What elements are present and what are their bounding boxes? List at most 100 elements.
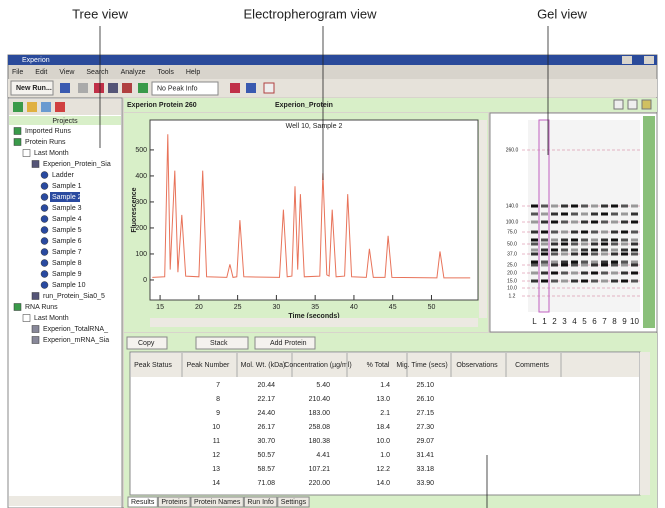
scrollbar[interactable] (640, 352, 650, 495)
y-tick-label: 400 (135, 173, 147, 180)
gel-band (561, 220, 568, 224)
tree-item[interactable]: Last Month (34, 150, 69, 157)
tree-item[interactable]: Sample 9 (52, 271, 82, 278)
column-header[interactable]: Mig. Time (secs) (396, 362, 447, 369)
toolbar-icon[interactable] (13, 102, 23, 112)
tree-item[interactable]: Experion_TotalRNA_ (43, 326, 108, 333)
tab[interactable] (243, 496, 278, 508)
table-cell: 210.40 (309, 396, 331, 403)
gel-band (601, 242, 608, 246)
gel-band (621, 271, 628, 275)
button-label: Add Protein (270, 340, 307, 347)
toolbar-icon[interactable] (263, 82, 275, 94)
toolbar-icon[interactable] (55, 102, 65, 112)
table-cell: 2.1 (380, 410, 390, 417)
maximize-button[interactable] (622, 56, 632, 64)
scrollbar[interactable] (479, 120, 487, 318)
tab[interactable] (277, 496, 310, 508)
gel-band (551, 263, 558, 267)
gel-band (601, 271, 608, 275)
scrollbar[interactable] (150, 318, 478, 327)
tree-item[interactable]: Sample 2 (52, 194, 82, 201)
tree-item[interactable]: Imported Runs (25, 128, 71, 135)
toolbar-icon[interactable] (94, 83, 104, 93)
gel-band (631, 220, 638, 224)
tab-label: Results (131, 499, 155, 506)
gel-band (591, 238, 598, 242)
gel-band (551, 242, 558, 246)
tree-header (9, 116, 121, 125)
view-button[interactable] (613, 99, 624, 110)
tree-item[interactable]: Sample 3 (52, 205, 82, 212)
toolbar-icon[interactable] (122, 83, 132, 93)
gel-marker-label: 140.0 (506, 203, 519, 209)
copy-button[interactable] (126, 336, 168, 350)
add-protein-button[interactable] (254, 336, 316, 350)
tree-item[interactable]: Sample 6 (52, 238, 82, 245)
table-cell: 13.0 (376, 396, 390, 403)
toolbar-icon[interactable] (246, 83, 256, 93)
tree-item[interactable]: Sample 7 (52, 249, 82, 256)
view-button[interactable] (641, 99, 652, 110)
gel-band (601, 212, 608, 216)
gel-band (571, 263, 578, 267)
gel-band (621, 212, 628, 216)
tree-item[interactable]: Sample 4 (52, 216, 82, 223)
tree-item[interactable]: Last Month (34, 315, 69, 322)
peak-info-dropdown[interactable] (151, 81, 219, 96)
menu-item[interactable]: Search (86, 69, 108, 76)
new-run-button[interactable] (10, 80, 54, 96)
gel-band (591, 230, 598, 234)
column-header[interactable]: Mol. Wt. (kDa) (241, 362, 286, 369)
y-axis-label: Fluorescence (131, 187, 138, 232)
toolbar-icon[interactable] (138, 83, 148, 93)
column-header[interactable]: Peak Status (134, 362, 172, 369)
table-cell: 22.17 (257, 396, 275, 403)
tree-item[interactable]: Sample 1 (52, 183, 82, 190)
tree-item[interactable]: run_Protein_Sia0_5 (43, 293, 105, 300)
tree-icon (22, 314, 31, 322)
toolbar-icon[interactable] (60, 83, 70, 93)
tree-icon (31, 160, 40, 168)
tree-item[interactable]: Sample 10 (52, 282, 86, 289)
menu-item[interactable]: Analyze (121, 69, 146, 76)
menu-item[interactable]: View (59, 69, 75, 76)
column-header[interactable]: Comments (515, 362, 549, 369)
menu-item[interactable]: Edit (35, 69, 47, 76)
gel-band (601, 248, 608, 252)
gel-band (541, 248, 548, 252)
column-header[interactable]: Peak Number (187, 362, 230, 369)
tree-panel (7, 97, 123, 508)
toolbar-icon[interactable] (230, 83, 240, 93)
menu-item[interactable]: Tools (157, 69, 174, 76)
gel-slider[interactable] (643, 116, 655, 328)
tree-item[interactable]: Sample 8 (52, 260, 82, 267)
tree-item[interactable]: Experion_mRNA_Sia (43, 337, 109, 344)
stack-button[interactable] (195, 336, 249, 350)
panel-header (124, 98, 657, 112)
tab[interactable] (127, 496, 158, 508)
view-button[interactable] (627, 99, 638, 110)
tree-item[interactable]: RNA Runs (25, 304, 58, 311)
toolbar-icon[interactable] (41, 102, 51, 112)
toolbar-icon[interactable] (78, 83, 88, 93)
tree-item[interactable]: Sample 5 (52, 227, 82, 234)
toolbar-icon[interactable] (27, 102, 37, 112)
column-header[interactable]: Concentration (µg/ml) (284, 362, 351, 369)
tab[interactable] (190, 496, 244, 508)
column-header[interactable]: % Total (367, 362, 390, 369)
scrollbar[interactable] (9, 496, 121, 506)
tree-item[interactable]: Experion_Protein_Sia (43, 161, 111, 168)
menu-item[interactable]: Help (186, 69, 201, 76)
gel-band (631, 252, 638, 256)
gel-marker-label: 260.0 (506, 147, 519, 153)
table-cell: 31.41 (416, 452, 434, 459)
tree-item[interactable]: Protein Runs (25, 139, 66, 146)
column-header[interactable]: Observations (456, 362, 498, 369)
toolbar-icon[interactable] (108, 83, 118, 93)
close-button[interactable] (644, 56, 654, 64)
menu-item[interactable]: File (12, 69, 23, 76)
gel-band (611, 204, 618, 208)
tab[interactable] (157, 496, 191, 508)
tree-item[interactable]: Ladder (52, 172, 74, 179)
